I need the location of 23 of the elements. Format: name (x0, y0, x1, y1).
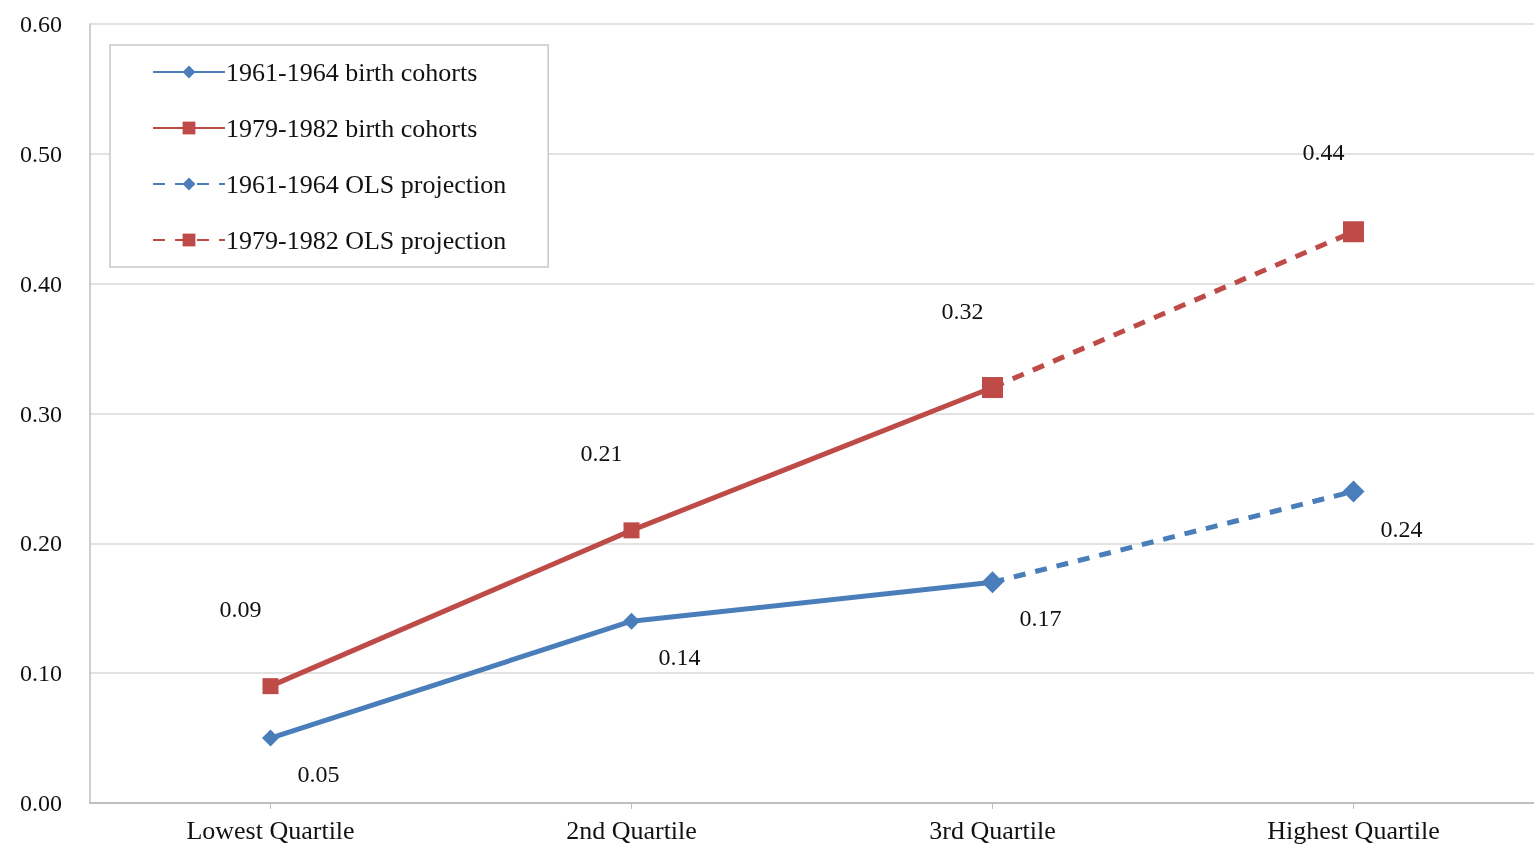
y-tick-label: 0.40 (20, 270, 62, 297)
data-label: 0.24 (1380, 516, 1423, 543)
y-tick-label: 0.50 (20, 140, 62, 167)
legend-label: 1961-1964 birth cohorts (226, 57, 478, 87)
x-tick-label: Lowest Quartile (186, 815, 355, 845)
y-tick-label: 0.60 (20, 11, 62, 37)
data-label: 0.21 (580, 440, 623, 467)
data-label: 0.32 (941, 297, 984, 324)
data-label: 0.09 (219, 596, 262, 623)
y-tick-label: 0.10 (20, 660, 62, 687)
y-tick-label: 0.20 (20, 530, 62, 557)
y-tick-label: 0.00 (20, 790, 62, 816)
x-tick-label: 2nd Quartile (566, 815, 697, 845)
legend-label: 1979-1982 OLS projection (226, 225, 507, 255)
data-label: 0.44 (1302, 139, 1345, 166)
y-tick-label: 0.30 (20, 400, 62, 427)
x-tick-label: 3rd Quartile (929, 815, 1056, 845)
data-label: 0.17 (1019, 604, 1062, 631)
data-label: 0.05 (297, 760, 340, 787)
data-label: 0.14 (658, 643, 701, 670)
legend-label: 1961-1964 OLS projection (226, 169, 507, 199)
x-tick-label: Highest Quartile (1267, 815, 1440, 845)
legend-label: 1979-1982 birth cohorts (226, 113, 478, 143)
